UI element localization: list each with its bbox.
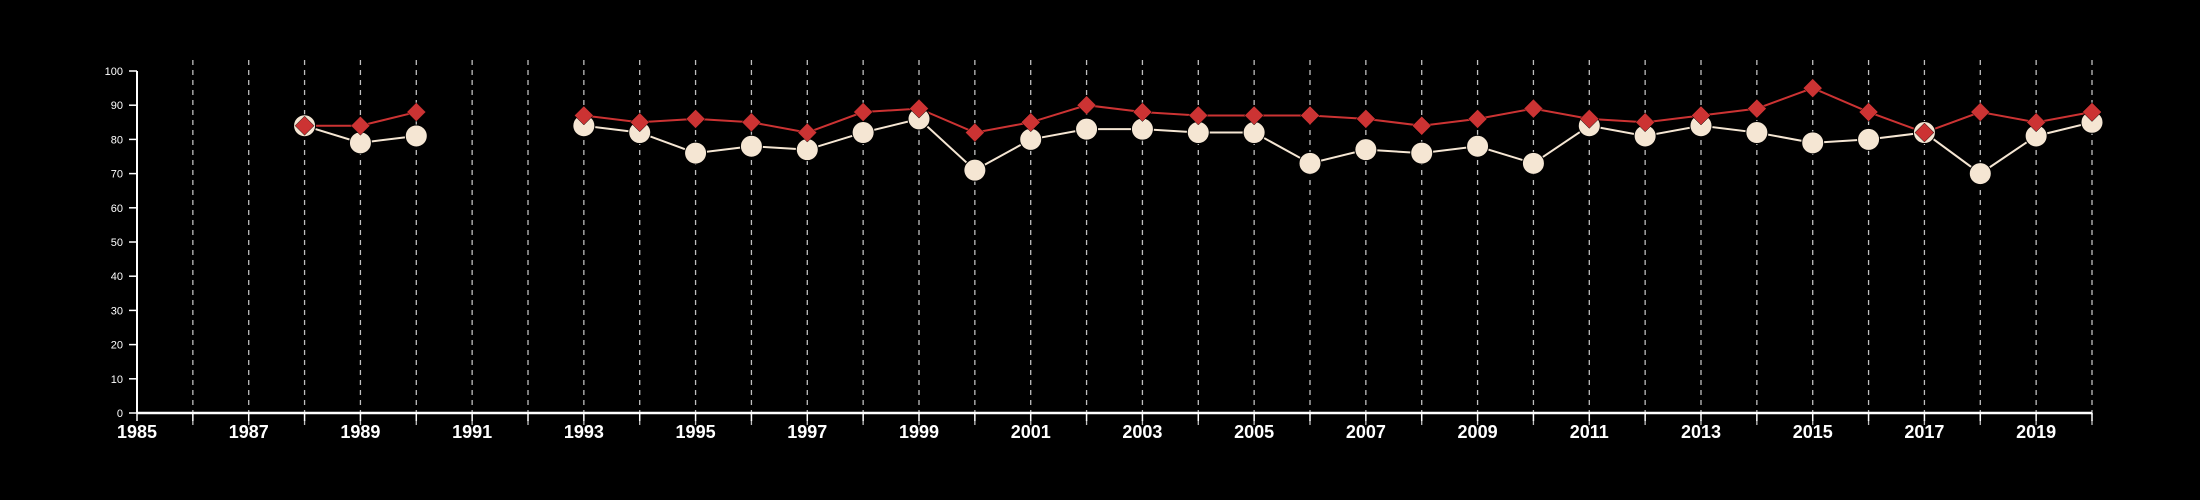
series-2-point-2016 — [1857, 127, 1881, 151]
series-1-point-2014 — [1747, 98, 1767, 119]
series-1-point-2018 — [1970, 102, 1991, 122]
x-tick-label-2007: 2007 — [1346, 422, 1386, 442]
series-2-point-2018 — [1968, 162, 1992, 186]
x-tick-label-1989: 1989 — [340, 422, 380, 442]
x-tick-label-2013: 2013 — [1681, 422, 1721, 442]
series-2-point-2006 — [1298, 151, 1322, 175]
x-tick-label-2005: 2005 — [1234, 422, 1274, 442]
series-1-point-1995 — [685, 109, 706, 129]
x-tick-label-2003: 2003 — [1122, 422, 1162, 442]
series-1-point-1994 — [629, 112, 650, 133]
x-tick-label-1993: 1993 — [564, 422, 604, 442]
series-2-point-1990 — [404, 124, 428, 148]
series-1-point-2009 — [1467, 109, 1488, 129]
series-1-point-1996 — [741, 112, 762, 133]
x-tick-label-1991: 1991 — [452, 422, 492, 442]
series-2-point-1996 — [739, 134, 763, 158]
x-tick-label-2015: 2015 — [1793, 422, 1833, 442]
series-1-point-2004 — [1188, 105, 1209, 126]
x-tick-label-1987: 1987 — [229, 422, 269, 442]
x-tick-label-1985: 1985 — [117, 422, 157, 442]
y-tick-label-70: 70 — [111, 169, 123, 181]
y-tick-label-0: 0 — [117, 408, 123, 420]
y-tick-label-10: 10 — [111, 374, 123, 386]
series-1-point-2011 — [1579, 109, 1600, 129]
series-1-point-2007 — [1356, 109, 1376, 129]
x-tick-label-2011: 2011 — [1570, 422, 1609, 442]
series-1-point-2016 — [1858, 102, 1879, 122]
series-1-point-2012 — [1635, 112, 1655, 133]
series-1-point-2017 — [1914, 122, 1935, 143]
series-2-point-2010 — [1521, 151, 1545, 175]
y-tick-label-80: 80 — [111, 134, 123, 146]
series-1-line-1 — [583, 87, 2093, 134]
series-1-point-1989 — [350, 115, 371, 136]
series-1-point-2003 — [1132, 102, 1153, 122]
y-tick-label-20: 20 — [111, 340, 123, 352]
x-tick-label-2001: 2001 — [1011, 422, 1051, 442]
x-tick-label-1995: 1995 — [676, 422, 716, 442]
series-2-point-2014 — [1745, 121, 1769, 145]
series-2-point-2015 — [1801, 131, 1825, 155]
series-2-point-2002 — [1075, 117, 1099, 141]
x-tick-label-1999: 1999 — [899, 422, 939, 442]
series-2-point-1998 — [851, 121, 875, 145]
y-tick-label-40: 40 — [111, 271, 123, 283]
series-2-point-1995 — [684, 141, 708, 165]
series-1-point-2010 — [1523, 98, 1544, 119]
y-tick-label-30: 30 — [111, 305, 123, 317]
y-tick-label-90: 90 — [111, 100, 123, 112]
series-1-point-1993 — [574, 105, 594, 126]
series-1-point-2000 — [965, 122, 985, 143]
y-tick-label-50: 50 — [111, 237, 123, 249]
series-1-point-2005 — [1244, 105, 1264, 126]
series-1-point-1997 — [797, 122, 818, 143]
series-2-line-1 — [583, 117, 2093, 175]
y-tick-label-60: 60 — [111, 203, 123, 215]
y-tick-label-100: 100 — [105, 66, 123, 78]
series-1-point-2002 — [1076, 95, 1097, 116]
series-2-point-2009 — [1466, 134, 1490, 158]
series-1-point-2008 — [1411, 115, 1432, 136]
series-1-point-2001 — [1020, 112, 1041, 133]
series-2-point-2000 — [963, 158, 987, 182]
series-1-point-2019 — [2026, 112, 2046, 133]
series-1-point-2013 — [1691, 105, 1711, 126]
series-1-point-2006 — [1300, 105, 1320, 126]
x-tick-label-2009: 2009 — [1458, 422, 1498, 442]
series-1-point-1988 — [294, 115, 315, 136]
series-1-point-2020 — [2082, 102, 2102, 122]
series-2-point-2007 — [1354, 138, 1378, 162]
x-tick-label-2017: 2017 — [1904, 422, 1944, 442]
series-1-point-1998 — [853, 102, 873, 122]
series-2-point-2008 — [1410, 141, 1434, 165]
series-1-point-2015 — [1802, 78, 1823, 98]
x-tick-label-1997: 1997 — [787, 422, 827, 442]
series-1-point-1999 — [909, 98, 929, 119]
x-tick-label-2019: 2019 — [2016, 422, 2056, 442]
series-1-point-1990 — [406, 102, 427, 122]
